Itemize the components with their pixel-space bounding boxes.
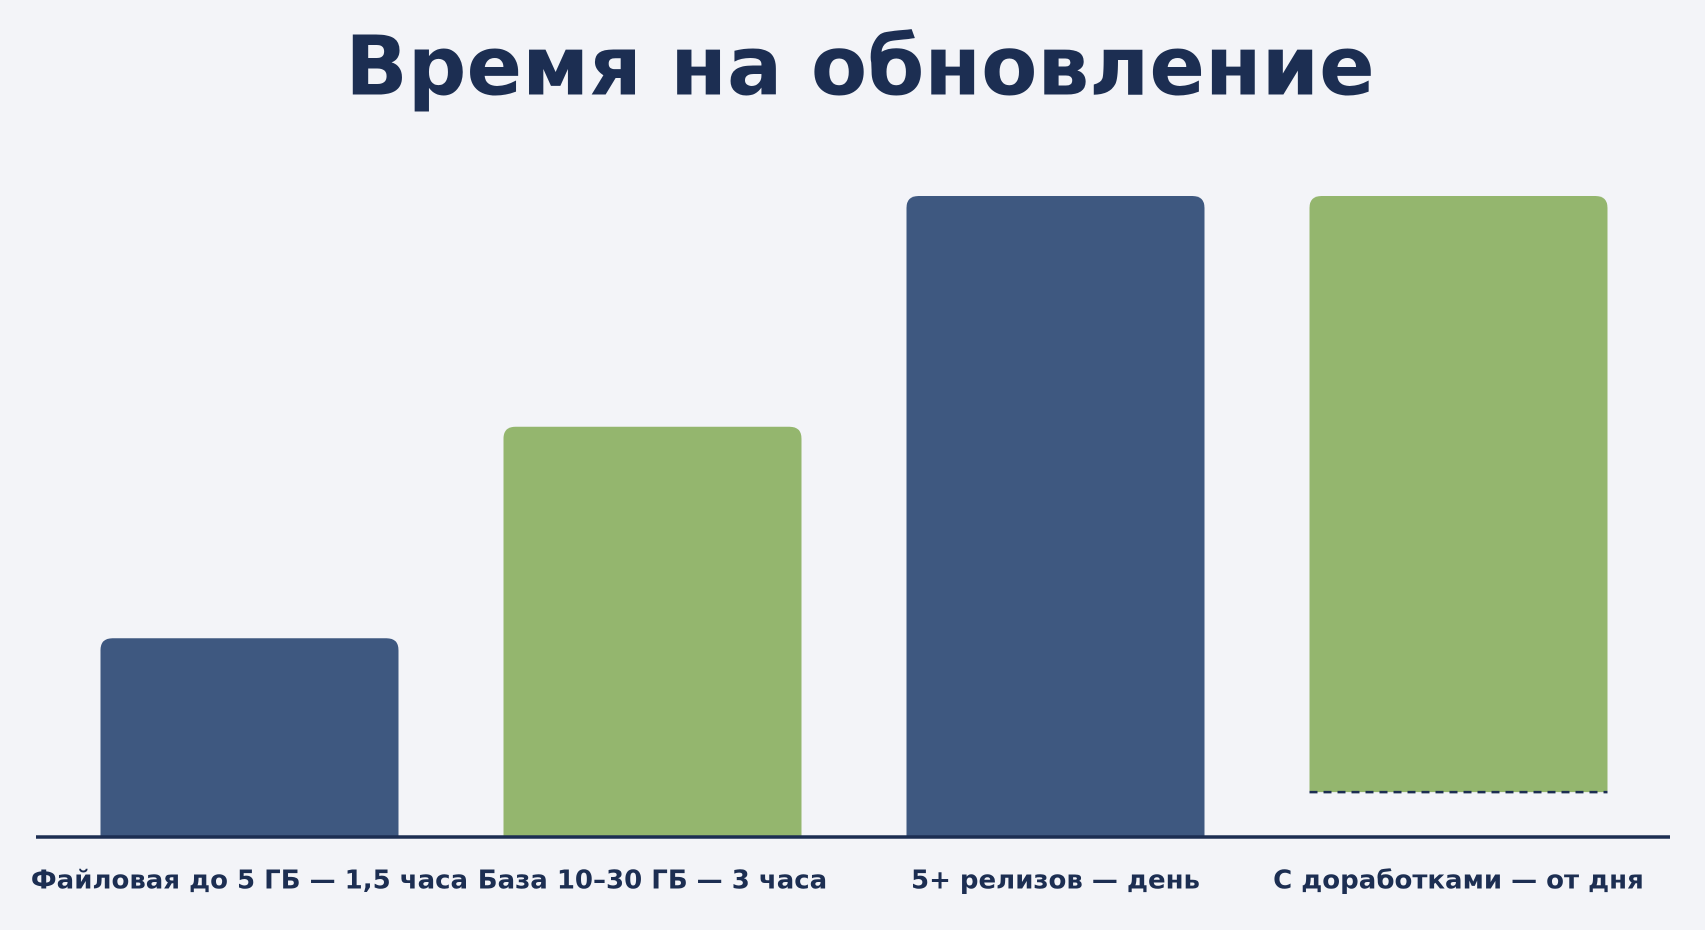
- x-tick-label: С доработками — от дня: [1273, 866, 1644, 896]
- bar: [906, 196, 1205, 837]
- bar: [1309, 196, 1608, 793]
- bar: [100, 638, 399, 837]
- x-tick-label: Файловая до 5 ГБ — 1,5 часа: [31, 866, 468, 896]
- x-tick-label: База 10–30 ГБ — 3 часа: [478, 866, 827, 896]
- chart-title: Время на обновление: [345, 19, 1374, 114]
- bar: [503, 426, 802, 837]
- x-tick-label: 5+ релизов — день: [911, 866, 1200, 896]
